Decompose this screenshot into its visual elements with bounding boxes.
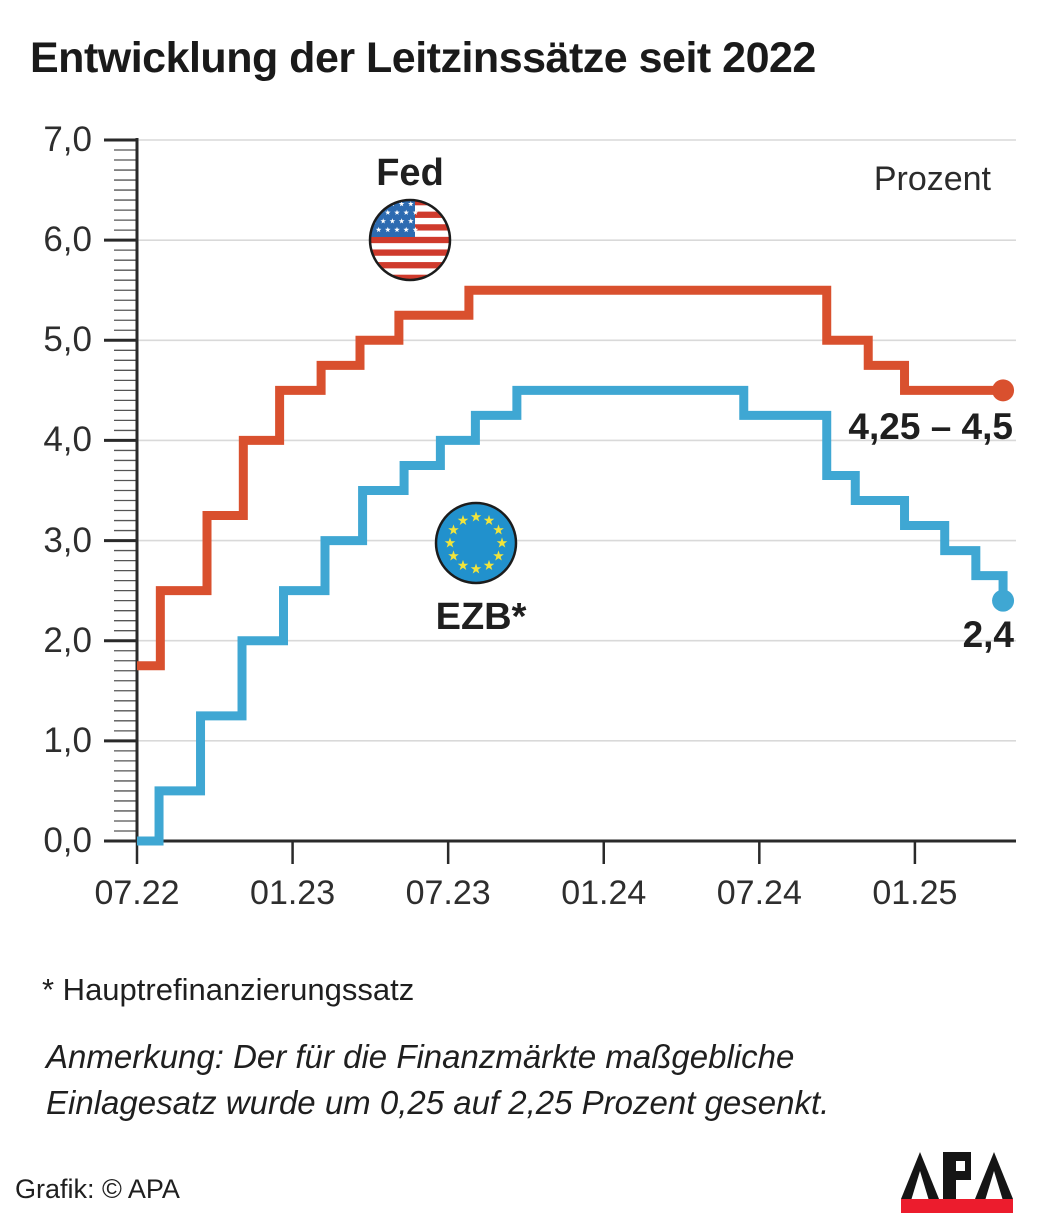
eu-flag-star — [470, 511, 482, 522]
us-flag-stripe — [370, 243, 450, 250]
us-flag-star — [398, 218, 405, 224]
y-tick-label: 2,0 — [43, 620, 92, 660]
x-tick-label: 01.25 — [872, 874, 958, 912]
us-flag-star — [380, 201, 386, 207]
us-flag-star — [375, 226, 382, 233]
series-end-dot-fed — [992, 379, 1015, 402]
us-flag-star — [389, 218, 396, 224]
ezb-end-value-label: 2,4 — [962, 614, 1014, 655]
us-flag-star — [408, 218, 414, 224]
apa-logo-red-bar — [901, 1199, 1013, 1213]
apa-logo — [901, 1152, 1013, 1213]
credit-text: Grafik: © APA — [15, 1174, 180, 1204]
unit-label: Prozent — [873, 160, 991, 198]
eu-flag-star — [457, 514, 469, 525]
us-flag-star — [398, 201, 405, 207]
eu-flag-star — [444, 537, 456, 548]
x-tick-label: 01.24 — [561, 874, 647, 912]
us-flag-star — [380, 218, 386, 224]
eu-flag-icon — [434, 501, 518, 585]
series-layer — [137, 285, 1015, 846]
series-line-fed — [137, 285, 1004, 671]
eu-flag-star — [493, 524, 504, 535]
x-tick-label: 07.23 — [405, 874, 491, 912]
us-flag-stripe — [370, 262, 450, 269]
y-tick-label: 5,0 — [43, 320, 92, 360]
fed-series-label: Fed — [376, 152, 444, 194]
us-flag-icon — [368, 198, 452, 282]
us-flag-star — [403, 209, 409, 215]
ezb-series-label: EZB* — [435, 596, 527, 638]
eu-flag-star — [493, 550, 504, 561]
note-line-2: Einlagesatz wurde um 0,25 auf 2,25 Proze… — [46, 1084, 830, 1121]
eu-flag-star — [457, 559, 469, 570]
rate-step-chart — [104, 138, 1016, 864]
series-line-ezb — [137, 385, 1008, 846]
eu-flag-star — [483, 559, 495, 570]
y-tick-label: 1,0 — [43, 720, 92, 760]
eu-flag-circle — [434, 501, 518, 585]
apa-logo-letters — [901, 1152, 1013, 1199]
us-flag-star — [394, 226, 400, 233]
us-flag-stripe — [370, 236, 450, 244]
eu-flag-star — [483, 514, 495, 525]
us-flag-star — [403, 226, 409, 233]
y-tick-label: 7,0 — [43, 120, 92, 159]
x-tick-label: 01.23 — [250, 874, 336, 912]
us-flag-star — [412, 226, 419, 233]
footnote-refi-rate: * Hauptrefinanzierungssatz — [42, 972, 415, 1007]
us-flag-star — [408, 201, 414, 207]
eu-flag-star — [448, 524, 459, 535]
us-flag-star — [412, 209, 419, 215]
us-flag-stripe — [370, 255, 450, 263]
x-tick-label: 07.22 — [94, 874, 180, 912]
x-tick-label: 07.24 — [716, 874, 802, 912]
us-flag-star — [394, 209, 400, 215]
y-tick-label: 3,0 — [43, 520, 92, 560]
us-flag-stripe — [370, 268, 450, 276]
note-line-1: Anmerkung: Der für die Finanzmärkte maßg… — [46, 1038, 795, 1075]
us-flag-star — [385, 209, 391, 215]
us-flag-star — [385, 226, 391, 233]
y-tick-label: 6,0 — [43, 220, 92, 260]
fed-end-value-label: 4,25 – 4,5 — [848, 406, 1013, 447]
axis-layer — [104, 138, 1016, 864]
y-tick-label: 0,0 — [43, 821, 92, 860]
eu-flag-star — [470, 563, 482, 574]
eu-flag-star — [496, 537, 508, 548]
page-title: Entwicklung der Leitzinssätze seit 2022 — [30, 34, 816, 82]
us-flag-outline — [368, 198, 452, 282]
us-flag-star — [371, 201, 377, 207]
us-flag-stripe — [370, 249, 450, 257]
eu-flag-star — [448, 550, 459, 561]
y-tick-label: 4,0 — [43, 420, 92, 460]
series-end-dot-ezb — [992, 589, 1015, 612]
us-flag-stripe — [370, 274, 450, 280]
